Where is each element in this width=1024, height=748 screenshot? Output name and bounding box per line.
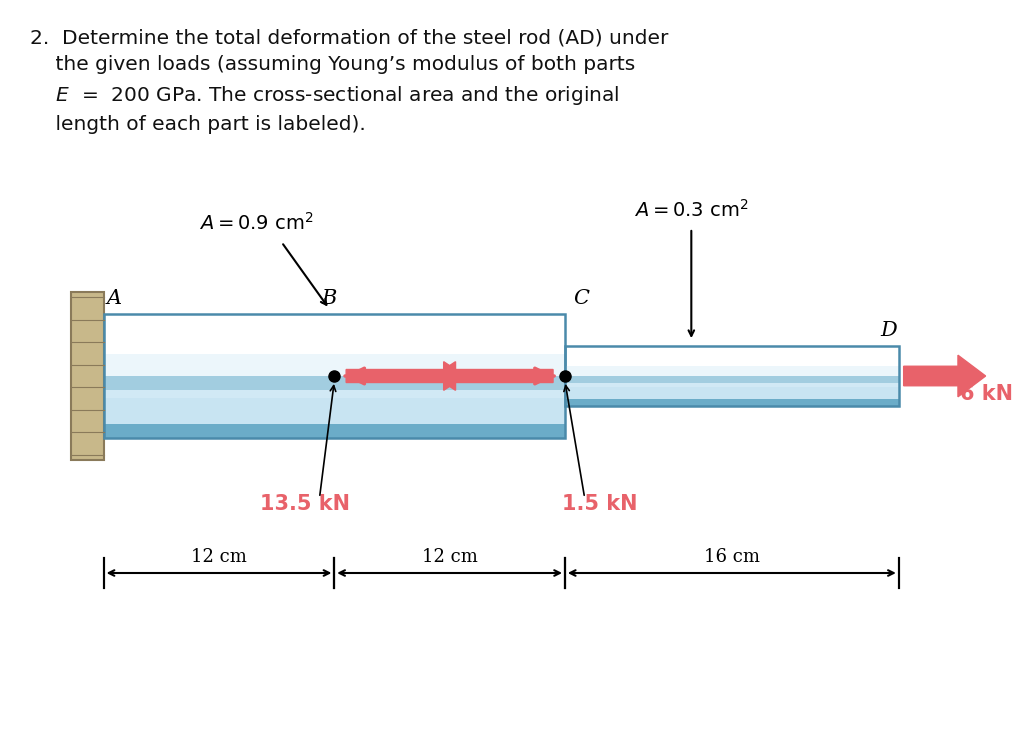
Text: 12 cm: 12 cm: [422, 548, 477, 566]
FancyArrow shape: [346, 362, 465, 390]
Text: 1.5 kN: 1.5 kN: [562, 494, 637, 514]
Bar: [565, 366, 899, 387]
Text: 16 cm: 16 cm: [703, 548, 760, 566]
Text: 2.  Determine the total deformation of the steel rod (AD) under
    the given lo: 2. Determine the total deformation of th…: [30, 28, 668, 134]
Text: C: C: [572, 289, 589, 308]
Bar: [103, 390, 565, 424]
Text: D: D: [881, 321, 897, 340]
Bar: [103, 376, 565, 390]
Bar: [71, 292, 103, 460]
Text: 6 kN: 6 kN: [959, 384, 1013, 404]
Bar: [103, 424, 565, 438]
Text: 13.5 kN: 13.5 kN: [260, 494, 349, 514]
Text: $A = 0.3\ \mathrm{cm}^2$: $A = 0.3\ \mathrm{cm}^2$: [634, 199, 749, 221]
Text: 12 cm: 12 cm: [191, 548, 247, 566]
Bar: [565, 346, 899, 406]
Bar: [565, 376, 899, 382]
Bar: [103, 314, 565, 438]
Bar: [565, 382, 899, 399]
Text: $A = 0.9\ \mathrm{cm}^2$: $A = 0.9\ \mathrm{cm}^2$: [200, 212, 314, 234]
Text: B: B: [322, 289, 337, 308]
FancyArrow shape: [434, 362, 553, 390]
Bar: [565, 399, 899, 406]
Text: A: A: [106, 289, 122, 308]
FancyArrow shape: [903, 355, 986, 396]
Bar: [103, 355, 565, 398]
